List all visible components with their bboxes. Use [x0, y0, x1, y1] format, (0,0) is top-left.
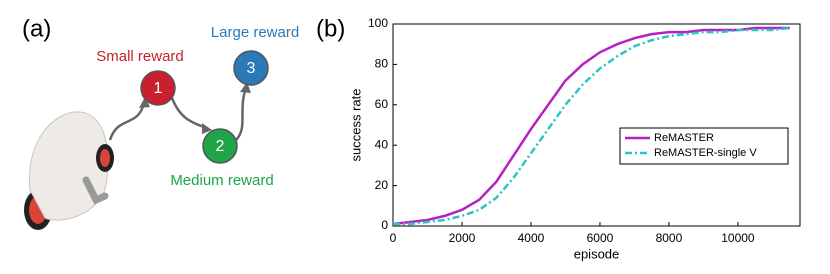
y-tick-label: 40 [375, 137, 389, 151]
x-axis-label: episode [574, 246, 620, 261]
x-tick-label: 2000 [449, 231, 476, 245]
node-caption: Medium reward [170, 172, 273, 189]
node [233, 50, 269, 86]
axes-box [392, 23, 801, 227]
node-caption: Small reward [96, 48, 184, 65]
legend-box [619, 127, 789, 165]
legend-label: ReMASTER [654, 132, 714, 144]
y-tick-label: 60 [375, 97, 389, 111]
nodes: 1 Small reward 2 Medium reward 3 Large reward [96, 24, 299, 189]
series-line [393, 26, 790, 226]
y-tick-label: 100 [368, 16, 388, 30]
node-label: 1 [154, 80, 163, 97]
x-tick-label: 8000 [656, 231, 683, 245]
node [202, 128, 238, 164]
node-label: 2 [216, 138, 225, 155]
x-tick-label: 4000 [518, 231, 545, 245]
y-axis-label: success rate [348, 89, 363, 162]
y-tick-label: 0 [381, 218, 388, 232]
arrowheads [139, 82, 251, 134]
legend-label: ReMASTER-single V [654, 147, 757, 159]
robot [24, 111, 114, 230]
y-tick-label: 80 [375, 57, 389, 71]
node-caption: Large reward [211, 24, 299, 41]
series-line [392, 26, 790, 226]
node-label: 3 [247, 60, 256, 77]
x-tick-label: 0 [390, 231, 397, 245]
node [140, 70, 176, 106]
chart: (b) 0 20 40 60 80 100 0 2000 4000 6000 8000 10000 epi… [316, 15, 801, 261]
panel-label: (a) [22, 15, 51, 42]
x-tick-label: 6000 [587, 231, 614, 245]
panel-label: (b) [316, 15, 345, 42]
x-tick-label: 10000 [721, 231, 755, 245]
y-tick-label: 20 [375, 178, 389, 192]
